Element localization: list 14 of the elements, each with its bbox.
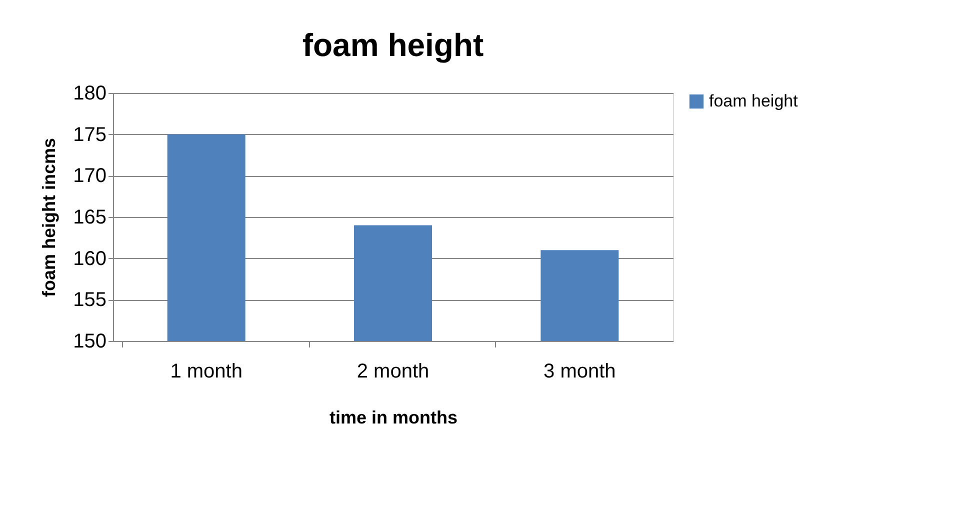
y-tick-label: 170 bbox=[73, 165, 106, 188]
chart-title: foam height bbox=[302, 27, 484, 63]
y-tick-label: 160 bbox=[73, 248, 106, 270]
x-tick-label: 1 month bbox=[170, 360, 242, 382]
y-tick-label: 165 bbox=[73, 206, 106, 228]
legend-label: foam height bbox=[709, 92, 798, 110]
x-axis-title: time in months bbox=[329, 408, 458, 428]
y-axis-title: foam height incms bbox=[39, 138, 60, 298]
y-tick-label: 180 bbox=[73, 82, 106, 104]
y-tick-label: 175 bbox=[73, 124, 106, 146]
y-tick-label: 150 bbox=[73, 330, 106, 352]
x-tick-label: 3 month bbox=[544, 360, 616, 382]
y-tick-label: 155 bbox=[73, 289, 106, 312]
x-tick-label: 2 month bbox=[356, 360, 430, 382]
